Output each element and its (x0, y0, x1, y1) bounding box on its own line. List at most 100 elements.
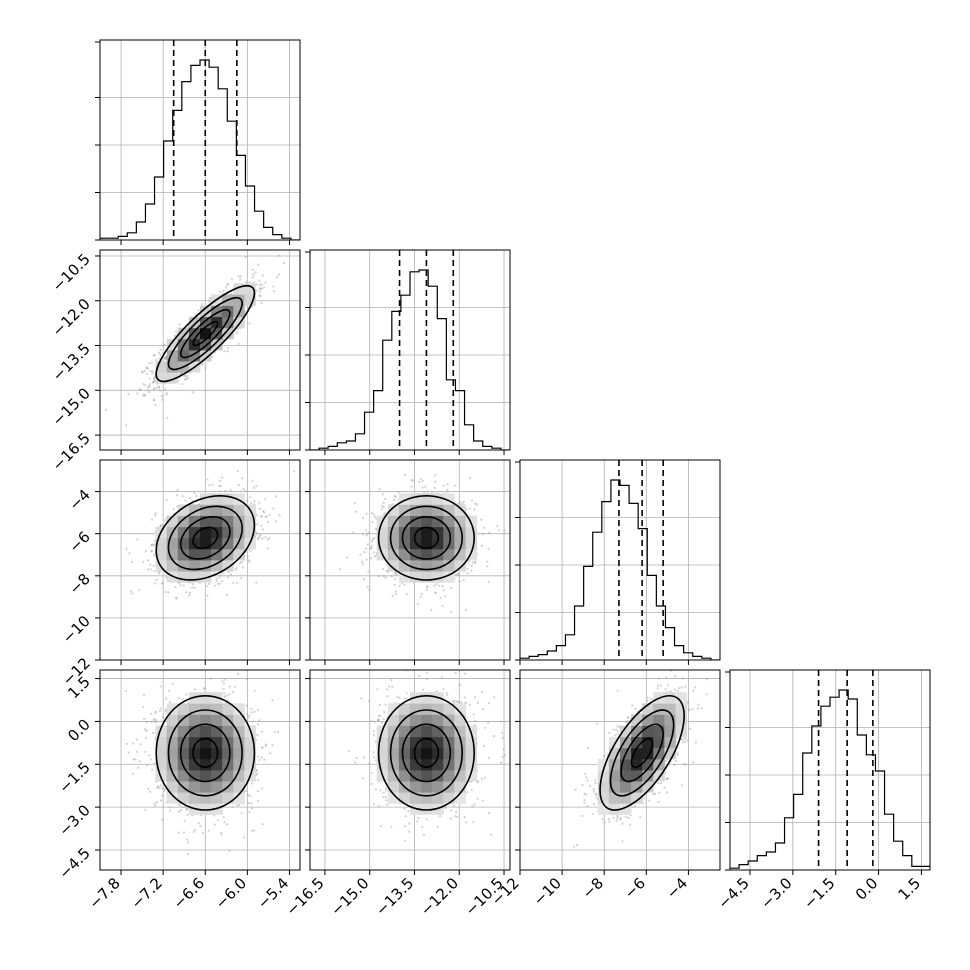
sample-point (139, 388, 142, 391)
sample-point (219, 484, 222, 487)
sample-point (237, 483, 240, 487)
sample-point (166, 416, 169, 419)
sample-point (482, 532, 485, 536)
sample-point (232, 581, 235, 584)
sample-point (154, 711, 157, 714)
sample-point (424, 485, 427, 488)
sample-point (146, 388, 149, 392)
density-cell (166, 372, 179, 384)
sample-point (131, 592, 134, 595)
sample-point (260, 302, 263, 305)
sample-point (246, 555, 249, 558)
sample-point (442, 589, 445, 592)
sample-point (236, 581, 239, 584)
sample-point (206, 585, 209, 588)
density-cell (454, 515, 466, 528)
density-cell (177, 526, 190, 539)
sample-point (152, 388, 156, 391)
sample-point (248, 560, 251, 564)
sample-point (130, 560, 133, 563)
y-tick-label: −13.5 (49, 340, 94, 385)
sample-point (466, 572, 469, 575)
sample-point (255, 289, 258, 292)
density-cell (432, 515, 444, 528)
sample-point (191, 391, 194, 394)
density-cell (222, 560, 234, 572)
sample-point (155, 387, 159, 390)
sample-point (345, 556, 348, 559)
sample-point (366, 543, 369, 546)
sample-point (172, 508, 175, 511)
sample-point (393, 583, 396, 586)
density-cell (222, 493, 234, 505)
density-cell (421, 537, 433, 550)
sample-point (161, 818, 164, 821)
sample-point (178, 323, 181, 326)
sample-point (226, 346, 230, 349)
density-cell (188, 537, 201, 550)
y-tick-label: −12.0 (49, 295, 94, 340)
density-cell (244, 283, 256, 295)
contour-line (167, 296, 243, 371)
sample-point (353, 501, 356, 505)
scatter-panel: −12−10−8−6−4 (59, 459, 301, 689)
sample-point (455, 573, 458, 576)
sample-point (201, 664, 203, 666)
sample-point (146, 764, 149, 767)
sample-point (260, 515, 263, 518)
sample-point (382, 567, 385, 570)
density-cell (166, 537, 179, 550)
sample-point (152, 380, 155, 383)
sample-point (173, 334, 177, 337)
histogram-step (310, 269, 510, 450)
density-cell (200, 350, 212, 362)
sample-point (221, 680, 224, 683)
density-cell (421, 504, 433, 516)
sample-point (473, 508, 476, 511)
sample-point (261, 528, 264, 531)
sample-point (221, 476, 224, 479)
sample-point (159, 524, 162, 527)
sample-point (155, 578, 158, 582)
sample-point (244, 255, 247, 258)
sample-point (282, 262, 285, 265)
sample-point (446, 483, 449, 486)
sample-point (467, 560, 471, 563)
histogram-step (520, 479, 720, 660)
sample-point (143, 394, 147, 397)
sample-point (231, 805, 234, 808)
sample-point (473, 560, 477, 563)
density-cell (443, 548, 455, 561)
sample-point (215, 577, 218, 581)
sample-point (404, 473, 407, 476)
density-cell (465, 537, 478, 550)
sample-point (181, 383, 184, 386)
sample-point (154, 804, 157, 807)
sample-point (426, 585, 429, 588)
sample-point (187, 377, 190, 380)
sample-point (139, 743, 142, 746)
sample-point (143, 369, 146, 372)
sample-point (247, 559, 251, 562)
sample-point (258, 294, 261, 297)
sample-point (394, 578, 397, 581)
sample-point (199, 824, 202, 828)
sample-point (246, 499, 249, 502)
sample-point (220, 831, 223, 835)
density-cell (233, 504, 245, 516)
density-cell (222, 305, 234, 318)
sample-point (259, 295, 262, 298)
density-cell (410, 493, 422, 505)
sample-point (193, 586, 196, 589)
sample-point (143, 393, 146, 396)
sample-point (178, 810, 181, 813)
sample-point (251, 479, 254, 482)
sample-point (150, 543, 154, 546)
density-cell (398, 548, 411, 561)
sample-point (394, 571, 397, 574)
sample-point (252, 273, 255, 276)
density-cell (233, 526, 245, 539)
sample-point (433, 486, 436, 490)
sample-point (261, 746, 264, 749)
